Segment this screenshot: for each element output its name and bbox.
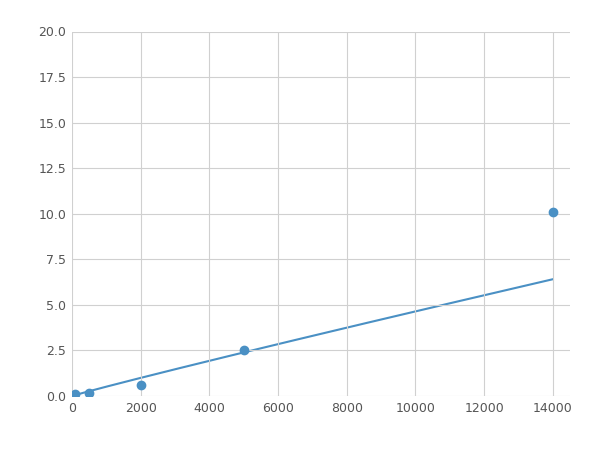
Point — [136, 382, 145, 389]
Point — [548, 208, 557, 216]
Point — [85, 390, 94, 397]
Point — [71, 391, 80, 398]
Point — [239, 347, 248, 354]
